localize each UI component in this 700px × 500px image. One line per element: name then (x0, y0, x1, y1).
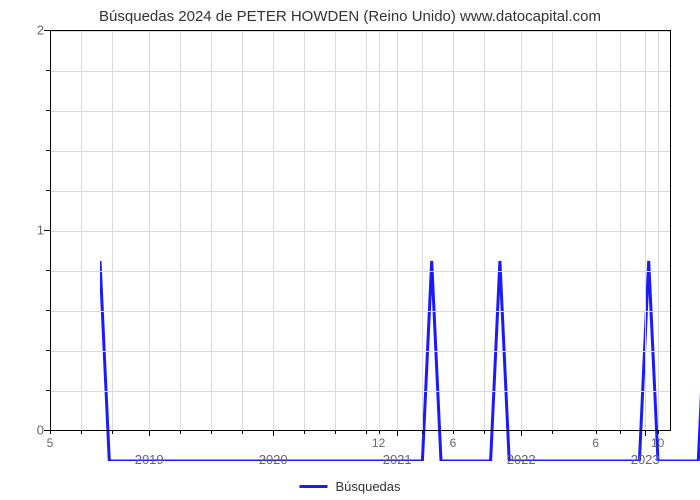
x-minor-label: 10 (651, 436, 664, 450)
chart-container: Búsquedas 2024 de PETER HOWDEN (Reino Un… (0, 0, 700, 500)
x-major-label: 2021 (383, 452, 412, 467)
x-major-label: 2019 (135, 452, 164, 467)
legend-swatch (299, 485, 327, 488)
x-axis (50, 430, 670, 431)
y-tick-label: 2 (4, 23, 44, 38)
plot-area (50, 30, 671, 431)
x-major-label: 2023 (631, 452, 660, 467)
y-tick-label: 1 (4, 223, 44, 238)
y-axis (50, 30, 51, 430)
y-tick-label: 0 (4, 423, 44, 438)
x-minor-label: 12 (372, 436, 385, 450)
x-major-label: 2020 (259, 452, 288, 467)
x-minor-label: 6 (592, 436, 599, 450)
legend-label: Búsquedas (335, 479, 400, 494)
legend: Búsquedas (299, 479, 400, 494)
x-minor-label: 6 (450, 436, 457, 450)
line-series (100, 61, 700, 461)
x-minor-label: 5 (47, 436, 54, 450)
chart-title: Búsquedas 2024 de PETER HOWDEN (Reino Un… (0, 0, 700, 25)
x-major-label: 2022 (507, 452, 536, 467)
